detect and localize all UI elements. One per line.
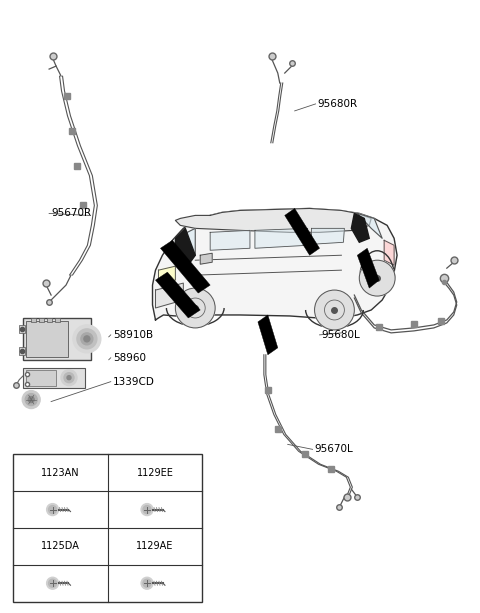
- Circle shape: [28, 397, 34, 403]
- Bar: [81, 202, 86, 208]
- Text: 58910B: 58910B: [113, 330, 153, 340]
- Circle shape: [61, 370, 77, 386]
- Circle shape: [141, 504, 153, 516]
- Polygon shape: [200, 253, 212, 264]
- Text: 58960: 58960: [113, 352, 146, 363]
- Bar: [39, 318, 44, 322]
- Circle shape: [22, 390, 40, 408]
- Circle shape: [360, 260, 395, 296]
- Polygon shape: [285, 208, 320, 255]
- Polygon shape: [312, 229, 344, 245]
- Circle shape: [64, 373, 74, 383]
- Circle shape: [47, 577, 59, 589]
- Bar: [19, 347, 25, 355]
- Polygon shape: [255, 229, 308, 248]
- Polygon shape: [357, 213, 382, 238]
- Polygon shape: [158, 266, 175, 282]
- Text: 95670R: 95670R: [51, 208, 91, 218]
- Polygon shape: [258, 315, 278, 355]
- Bar: [328, 466, 335, 472]
- Polygon shape: [156, 272, 200, 318]
- Bar: [55, 318, 60, 322]
- Bar: [74, 162, 81, 169]
- Circle shape: [48, 506, 57, 514]
- Polygon shape: [210, 230, 250, 250]
- Text: 1125DA: 1125DA: [41, 541, 80, 552]
- Polygon shape: [160, 240, 210, 293]
- Polygon shape: [175, 229, 195, 262]
- Bar: [301, 451, 308, 457]
- Circle shape: [175, 288, 215, 328]
- Circle shape: [77, 329, 97, 349]
- Bar: [69, 128, 75, 134]
- Circle shape: [67, 376, 71, 379]
- Text: 1339CD: 1339CD: [113, 376, 155, 387]
- Circle shape: [48, 579, 57, 587]
- Circle shape: [143, 506, 151, 514]
- Circle shape: [25, 394, 37, 406]
- Polygon shape: [175, 229, 195, 268]
- Polygon shape: [384, 240, 394, 265]
- Bar: [438, 318, 444, 324]
- Circle shape: [47, 504, 59, 516]
- Circle shape: [73, 325, 101, 353]
- Polygon shape: [156, 283, 183, 308]
- Circle shape: [143, 579, 151, 587]
- Bar: [265, 387, 271, 392]
- Bar: [31, 318, 36, 322]
- Bar: [64, 93, 70, 99]
- Polygon shape: [357, 248, 379, 288]
- Bar: [13, 454, 202, 601]
- Text: 95680L: 95680L: [322, 330, 360, 340]
- Polygon shape: [351, 213, 369, 242]
- Circle shape: [84, 336, 90, 342]
- Text: 95670L: 95670L: [314, 444, 353, 454]
- Bar: [26, 321, 68, 357]
- Circle shape: [81, 333, 93, 345]
- Bar: [376, 324, 382, 330]
- Circle shape: [314, 290, 354, 330]
- Polygon shape: [153, 208, 397, 320]
- Bar: [23, 368, 85, 387]
- Bar: [26, 370, 56, 386]
- Bar: [411, 321, 417, 327]
- Bar: [19, 325, 25, 333]
- Text: 1123AN: 1123AN: [41, 468, 80, 478]
- Bar: [275, 427, 281, 432]
- Polygon shape: [175, 208, 371, 232]
- Bar: [23, 318, 91, 360]
- Text: 1129EE: 1129EE: [136, 468, 173, 478]
- Circle shape: [141, 577, 153, 589]
- Text: 95680R: 95680R: [318, 99, 358, 109]
- Bar: [47, 318, 52, 322]
- Text: 1129AE: 1129AE: [136, 541, 174, 552]
